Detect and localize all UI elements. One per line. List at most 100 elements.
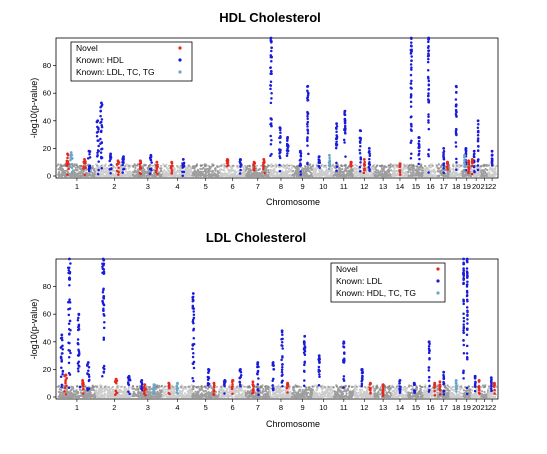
peak-point xyxy=(239,168,242,172)
x-tick-label: 22 xyxy=(488,182,496,191)
background-point xyxy=(312,173,315,176)
peak-point xyxy=(335,165,339,169)
peak-point xyxy=(100,156,104,159)
background-point xyxy=(269,390,272,393)
background-point xyxy=(80,170,83,173)
peak-top-point xyxy=(367,147,371,150)
background-point xyxy=(89,395,92,399)
background-point xyxy=(70,174,73,177)
background-point xyxy=(183,392,186,395)
x-tick-label: 10 xyxy=(319,182,327,191)
background-point xyxy=(197,169,200,172)
background-point xyxy=(386,172,389,175)
background-point xyxy=(333,166,336,169)
background-point xyxy=(290,164,293,167)
background-point xyxy=(73,390,76,393)
peak-point xyxy=(88,156,92,159)
background-point xyxy=(236,394,239,397)
background-point xyxy=(214,174,217,177)
peak-point xyxy=(270,138,273,142)
peak-point xyxy=(463,170,467,173)
peak-point xyxy=(344,155,347,158)
background-point xyxy=(312,171,315,174)
peak-point xyxy=(427,44,430,48)
peak-point xyxy=(138,165,142,168)
background-point xyxy=(354,163,357,166)
x-tick-label: 13 xyxy=(379,182,387,191)
background-point xyxy=(206,395,209,398)
background-point xyxy=(265,387,269,390)
peak-point xyxy=(139,161,143,165)
peak-point xyxy=(368,150,371,153)
peak-point xyxy=(350,164,353,167)
background-point xyxy=(253,395,256,399)
peak-point xyxy=(343,121,347,125)
background-point xyxy=(148,395,151,399)
background-point xyxy=(217,393,220,396)
peak-point xyxy=(427,84,431,87)
background-point xyxy=(237,169,240,172)
background-point xyxy=(449,168,452,171)
background-point xyxy=(312,163,315,166)
background-point xyxy=(296,391,299,394)
background-point xyxy=(315,166,318,169)
background-point xyxy=(304,388,307,391)
background-point xyxy=(95,163,98,166)
background-point xyxy=(165,163,168,166)
peak-point xyxy=(409,116,413,119)
background-point xyxy=(124,390,128,393)
background-point xyxy=(414,173,417,176)
background-point xyxy=(268,174,272,177)
x-tick-label: 17 xyxy=(440,182,448,191)
background-point xyxy=(374,166,377,169)
background-point xyxy=(302,171,306,174)
peak-point xyxy=(358,165,362,169)
background-point xyxy=(71,395,74,399)
background-point xyxy=(287,170,290,173)
background-point xyxy=(219,174,222,177)
peak-point xyxy=(156,172,159,175)
background-point xyxy=(283,172,286,175)
background-point xyxy=(187,389,190,392)
background-point xyxy=(277,384,280,387)
background-point xyxy=(353,168,356,171)
peak-top-point xyxy=(442,147,446,150)
y-tick-label: 20 xyxy=(43,144,51,153)
background-point xyxy=(289,173,292,176)
peak-point xyxy=(445,165,449,168)
x-tick-label: 7 xyxy=(256,182,260,191)
peak-point xyxy=(239,163,243,167)
background-point xyxy=(230,170,233,173)
peak-point xyxy=(66,173,69,176)
background-point xyxy=(140,174,144,177)
background-point xyxy=(463,174,466,177)
background-point xyxy=(147,168,150,171)
background-point xyxy=(182,395,185,399)
background-point xyxy=(113,174,117,177)
background-point xyxy=(152,168,156,172)
background-point xyxy=(278,165,281,169)
background-point xyxy=(285,395,288,398)
peak-point xyxy=(442,150,446,153)
background-point xyxy=(101,172,104,176)
background-point xyxy=(179,390,182,393)
background-point xyxy=(318,172,321,175)
background-point xyxy=(173,394,176,397)
y-tick-label: 60 xyxy=(43,89,51,98)
peak-point xyxy=(343,129,347,132)
legend-item-novel: Novel xyxy=(76,43,98,53)
peak-point xyxy=(82,167,85,170)
background-point xyxy=(159,167,162,170)
background-point xyxy=(418,171,421,174)
background-point xyxy=(101,387,104,390)
background-point xyxy=(160,169,163,172)
background-point xyxy=(404,172,407,175)
background-point xyxy=(412,171,415,174)
background-point xyxy=(137,390,140,393)
background-point xyxy=(223,169,226,172)
peak xyxy=(225,158,230,168)
chart-title: LDL Cholesterol xyxy=(206,230,306,245)
background-point xyxy=(481,169,484,172)
background-point xyxy=(151,395,154,398)
background-point xyxy=(146,388,149,391)
